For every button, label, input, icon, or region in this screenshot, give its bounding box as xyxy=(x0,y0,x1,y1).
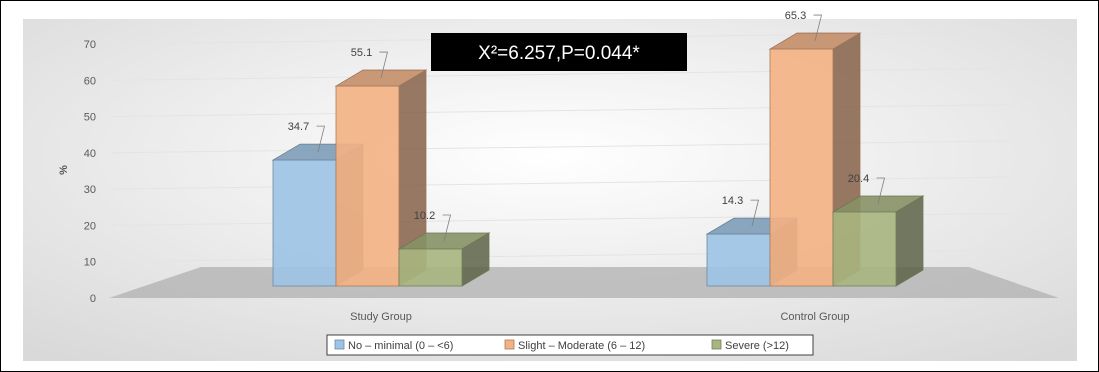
data-label-leader xyxy=(379,51,389,79)
bar-front xyxy=(335,85,400,287)
data-label: 65.3 xyxy=(785,10,806,22)
legend-label: No – minimal (0 – <6) xyxy=(348,340,453,352)
bar-front xyxy=(706,233,771,287)
legend-item: No – minimal (0 – <6) xyxy=(334,339,453,352)
annotation-text: X²=6.257,P=0.044* xyxy=(478,43,640,64)
data-label: 10.2 xyxy=(414,210,435,222)
data-labels: 34.7 55.1 10.2 14.3 65.3 20.4 xyxy=(288,10,886,242)
bar-front xyxy=(769,48,834,287)
y-tick-label: 10 xyxy=(84,257,96,269)
y-tick-label: 60 xyxy=(84,75,96,87)
data-label-leader xyxy=(876,177,886,205)
legend-item: Slight – Moderate (6 – 12) xyxy=(504,339,645,352)
y-tick-label: 20 xyxy=(84,220,96,232)
data-label-leader xyxy=(750,199,760,227)
x-category-label: Control Group xyxy=(780,311,849,323)
data-label: 55.1 xyxy=(351,47,372,59)
legend-label: Slight – Moderate (6 – 12) xyxy=(518,340,645,352)
bar-front xyxy=(398,248,463,287)
data-label-leader xyxy=(442,214,452,242)
bar-front xyxy=(272,159,337,287)
data-label: 34.7 xyxy=(288,121,309,133)
y-tick-label: 30 xyxy=(84,184,96,196)
category-labels: Study Group Control Group xyxy=(350,311,849,323)
y-tick-label: 0 xyxy=(90,293,96,305)
data-label-leader xyxy=(316,125,326,153)
gridline xyxy=(110,176,1012,190)
annotation-box: X²=6.257,P=0.044* xyxy=(431,33,687,71)
legend-label: Severe (>12) xyxy=(725,340,789,352)
data-label: 14.3 xyxy=(722,195,743,207)
y-tick-label: 70 xyxy=(84,39,96,51)
y-axis-label: % xyxy=(58,165,70,175)
bar xyxy=(334,69,428,287)
bar-front xyxy=(832,211,897,287)
legend-swatch xyxy=(504,339,515,350)
legend-box xyxy=(326,334,814,356)
annotation-background xyxy=(431,33,687,71)
gridline xyxy=(110,67,1012,81)
legend: No – minimal (0 – <6) Slight – Moderate (… xyxy=(326,334,814,356)
data-label-leader xyxy=(813,14,823,42)
bar xyxy=(831,195,925,287)
plot-background xyxy=(23,19,1077,361)
y-axis-ticks: 0 10 20 30 40 50 60 70 xyxy=(84,39,96,305)
gridline xyxy=(110,140,1012,154)
legend-swatch xyxy=(711,339,722,350)
gridline xyxy=(110,104,1012,118)
y-tick-label: 40 xyxy=(84,148,96,160)
data-label: 20.4 xyxy=(848,173,869,185)
legend-swatch xyxy=(334,339,345,350)
x-category-label: Study Group xyxy=(350,311,412,323)
legend-item: Severe (>12) xyxy=(711,339,789,352)
y-tick-label: 50 xyxy=(84,112,96,124)
